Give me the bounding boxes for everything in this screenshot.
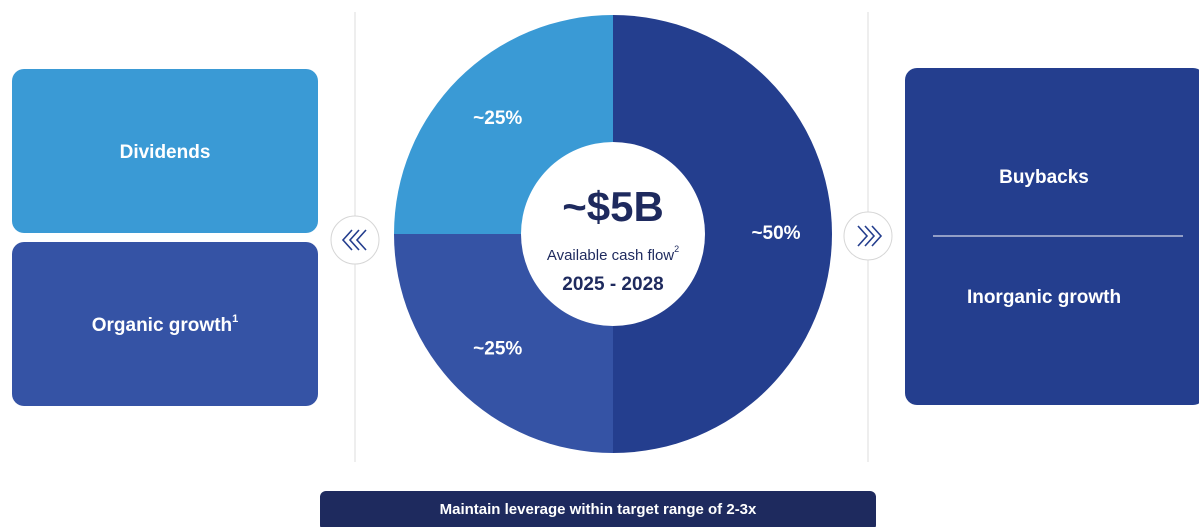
footer-text: Maintain leverage within target range of…: [440, 501, 757, 518]
center-value: ~$5B: [562, 183, 664, 230]
box: [12, 69, 318, 233]
box-label: Inorganic growth: [967, 287, 1121, 308]
box: [12, 242, 318, 406]
box-label-text: Organic growth: [92, 315, 232, 336]
box-label: Dividends: [120, 142, 211, 163]
chevron-right: [857, 225, 883, 247]
center-label-text: Available cash flow: [547, 247, 674, 264]
slice-label: ~25%: [473, 108, 522, 129]
center-period: 2025 - 2028: [562, 274, 663, 295]
slice-label: ~25%: [473, 338, 522, 359]
donut-hole: [521, 142, 705, 326]
chevron-left: [341, 229, 367, 251]
box-label-note: 1: [232, 313, 238, 325]
center-label: Available cash flow2: [547, 244, 679, 264]
pie: ~50% ~25% ~25%: [394, 15, 832, 453]
box-label-text: Dividends: [120, 142, 211, 163]
box-label: Organic growth1: [92, 313, 239, 336]
boxes: Dividends Organic growth1 Buybacks Inorgani…: [12, 68, 1199, 406]
center-label-note: 2: [674, 244, 679, 254]
footer-banner: [320, 491, 876, 527]
chevron-circle: [330, 215, 380, 265]
box-label: Buybacks: [999, 167, 1089, 188]
pie-slice: [613, 15, 832, 453]
slice-label: ~50%: [751, 223, 800, 244]
